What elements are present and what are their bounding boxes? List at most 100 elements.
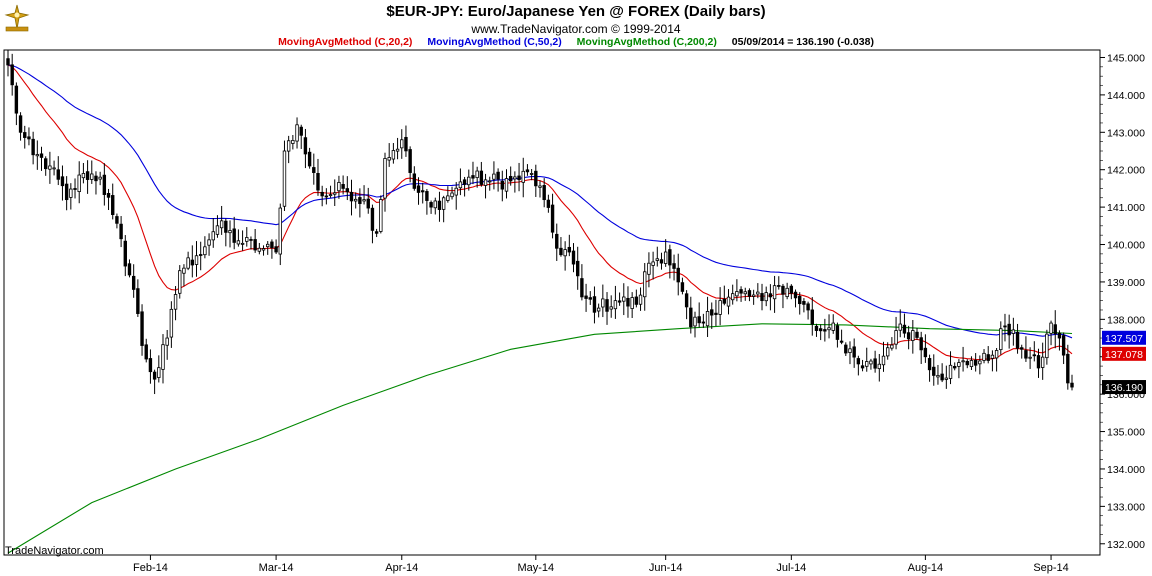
candle-body <box>911 330 915 341</box>
candle-body <box>596 307 601 312</box>
candle-body <box>266 243 270 248</box>
candle <box>211 217 215 248</box>
candle <box>777 276 781 290</box>
candle-body <box>467 176 471 186</box>
candle-body <box>454 187 458 196</box>
candle-body <box>580 278 584 298</box>
candle-body <box>785 287 789 298</box>
candle <box>224 218 228 247</box>
candle-body <box>186 257 190 269</box>
x-tick-label: Apr-14 <box>385 562 418 574</box>
candle-body <box>161 344 165 370</box>
candle-body <box>751 294 756 297</box>
candle-body <box>144 344 148 360</box>
candle-body <box>169 308 174 338</box>
candle-body <box>412 173 417 189</box>
candle-body <box>948 364 953 379</box>
candle <box>333 179 337 207</box>
candle-body <box>52 167 56 170</box>
candle <box>844 342 848 356</box>
candle-body <box>986 354 990 361</box>
candle <box>157 355 161 383</box>
candle-body <box>140 311 144 346</box>
legend-last-quote: 05/09/2014 = 136.190 (-0.038) <box>731 36 874 48</box>
candle <box>1057 330 1062 351</box>
candle-body <box>542 185 546 201</box>
candle-body <box>546 199 551 208</box>
y-tick-label: 132.000 <box>1107 539 1145 551</box>
candle-body <box>823 329 827 332</box>
candle-body <box>165 337 169 346</box>
candle <box>638 287 643 311</box>
candle <box>609 295 613 318</box>
candle <box>483 173 488 199</box>
candle-body <box>973 359 978 366</box>
candle-body <box>638 294 643 305</box>
candle <box>111 183 115 220</box>
candle <box>990 350 995 372</box>
candle-body <box>1057 332 1062 339</box>
candle <box>85 160 90 194</box>
candle-body <box>307 151 312 167</box>
candle <box>450 186 454 200</box>
moving-average-line-1 <box>7 64 1073 339</box>
price-tag-box <box>1102 330 1146 345</box>
candle <box>508 166 513 186</box>
candle-body <box>387 157 391 161</box>
candle-body <box>555 233 559 249</box>
candle-body <box>835 325 840 340</box>
candle <box>999 321 1003 355</box>
footer-brand: TradeNavigator.com <box>5 545 104 557</box>
candle-body <box>404 136 408 152</box>
candle <box>400 129 404 159</box>
candle-body <box>366 198 370 209</box>
chart-subtitle: www.TradeNavigator.com © 1999-2014 <box>471 22 681 36</box>
candle-body <box>240 242 245 245</box>
candle-body <box>27 136 31 140</box>
candle-body <box>182 267 186 274</box>
candle-body <box>714 312 718 315</box>
candle <box>643 262 647 311</box>
candle <box>165 329 169 360</box>
candle-body <box>722 298 727 304</box>
candle <box>651 251 655 280</box>
candle-body <box>802 301 806 305</box>
x-tick-label: Mar-14 <box>259 562 294 574</box>
candle-body <box>136 288 140 314</box>
candle-body <box>592 296 597 313</box>
candle <box>441 195 446 223</box>
candle <box>261 245 266 256</box>
candle-body <box>609 306 613 310</box>
candle-body <box>689 307 693 328</box>
y-tick-label: 141.000 <box>1107 202 1145 214</box>
candle-body <box>559 247 563 256</box>
candle <box>186 251 190 271</box>
candle-body <box>353 198 358 202</box>
candle-body <box>659 259 664 264</box>
candle-body <box>663 251 668 264</box>
price-tag-label: 137.078 <box>1105 349 1143 361</box>
legend-ma50: MovingAvgMethod (C,50,2) <box>427 36 562 48</box>
candle <box>747 288 752 302</box>
candle <box>458 168 463 196</box>
candle <box>693 311 697 338</box>
candle <box>379 195 383 234</box>
candle-body <box>471 175 475 179</box>
candle-body <box>312 167 316 173</box>
candle-body <box>534 170 538 187</box>
candle <box>299 124 303 149</box>
candle <box>915 328 919 340</box>
candle <box>860 359 865 372</box>
candle <box>240 230 245 251</box>
candle-body <box>1032 354 1036 357</box>
candle <box>131 264 136 298</box>
candle <box>940 363 944 383</box>
candle-body <box>228 230 232 234</box>
price-tag: 137.507 <box>1102 330 1146 345</box>
candle-body <box>743 291 747 295</box>
candle-body <box>990 354 995 359</box>
candle-body <box>647 262 651 275</box>
candle-body <box>684 293 689 308</box>
candle-body <box>613 300 618 310</box>
candle <box>973 353 978 372</box>
